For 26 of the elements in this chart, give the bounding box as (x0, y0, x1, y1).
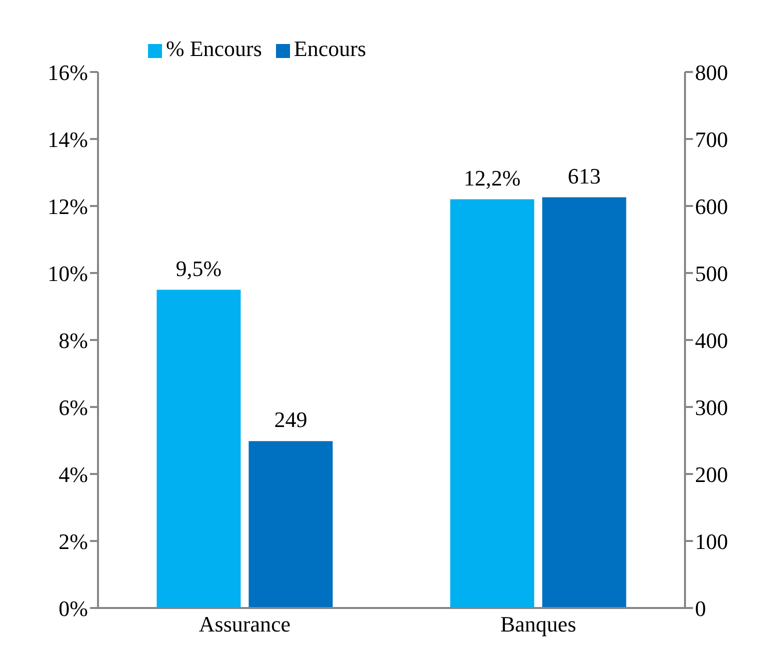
y-tick-label: 0% (58, 596, 88, 621)
legend-label: Encours (294, 36, 366, 61)
y-tick-label: 12% (48, 194, 88, 219)
y2-tick-label: 500 (695, 260, 728, 286)
y-tick-label: 8% (58, 328, 88, 353)
y2-tick-label: 700 (695, 126, 728, 152)
data-label: 12,2% (464, 165, 521, 190)
y-tick-label: 14% (48, 126, 88, 152)
y-tick-label: 10% (48, 260, 88, 286)
y2-tick-label: 800 (695, 60, 728, 85)
y2-tick-label: 100 (695, 528, 728, 554)
data-label: 249 (274, 407, 308, 432)
data-label: 9,5% (176, 256, 222, 281)
y-tick-label: 16% (48, 60, 88, 85)
data-label: 613 (568, 163, 601, 188)
y2-tick-label: 300 (695, 394, 728, 420)
y2-tick-label: 600 (695, 194, 728, 219)
y2-tick-label: 200 (695, 462, 728, 487)
y2-tick-label: 0 (695, 596, 706, 621)
y-tick-label: 2% (58, 528, 88, 554)
y2-tick-label: 400 (695, 328, 728, 353)
x-tick-label: Assurance (198, 612, 291, 637)
y-tick-label: 6% (58, 394, 88, 420)
legend-label: % Encours (166, 36, 262, 61)
y-tick-label: 4% (58, 462, 88, 487)
x-tick-label: Banques (500, 612, 576, 637)
